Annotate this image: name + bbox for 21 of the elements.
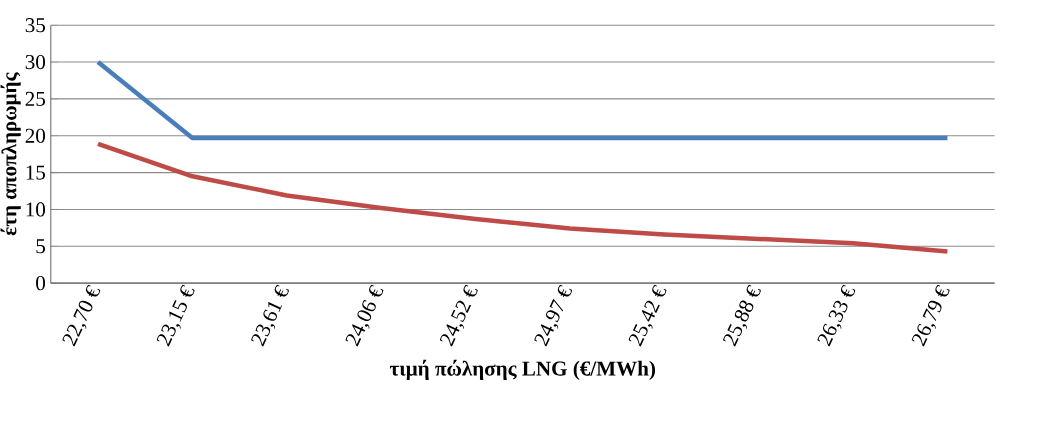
x-tick-label: 25,42 € <box>628 284 667 347</box>
y-tick-label: 5 <box>36 239 46 254</box>
x-tick-label: 25,88 € <box>723 284 761 347</box>
y-axis-title: έτη αποπληρωμής <box>0 72 21 236</box>
x-tick-label: 23,61 € <box>251 284 289 347</box>
line-series <box>95 141 950 254</box>
y-tick-label: 20 <box>25 128 46 143</box>
y-tick-label: 35 <box>25 18 46 33</box>
y-tick-label: 30 <box>25 54 46 70</box>
y-tick-label: 10 <box>26 202 46 217</box>
x-axis-title: τιμή πώλησης LNG (€/MWh) <box>389 359 655 380</box>
y-tick-label: 15 <box>26 165 46 180</box>
y-tick-label: 0 <box>36 275 46 291</box>
x-tick-label: 24,97 € <box>534 284 573 347</box>
x-tick-label: 23,15 € <box>156 284 195 347</box>
x-tick-label: 24,52 € <box>439 284 478 347</box>
x-tick-label: 26,79 € <box>911 284 950 347</box>
y-tick-label: 25 <box>25 91 46 106</box>
x-tick-label: 24,06 € <box>345 284 384 347</box>
x-tick-label: 26,33 € <box>817 284 856 347</box>
x-tick-label: 22,70 € <box>62 284 101 347</box>
